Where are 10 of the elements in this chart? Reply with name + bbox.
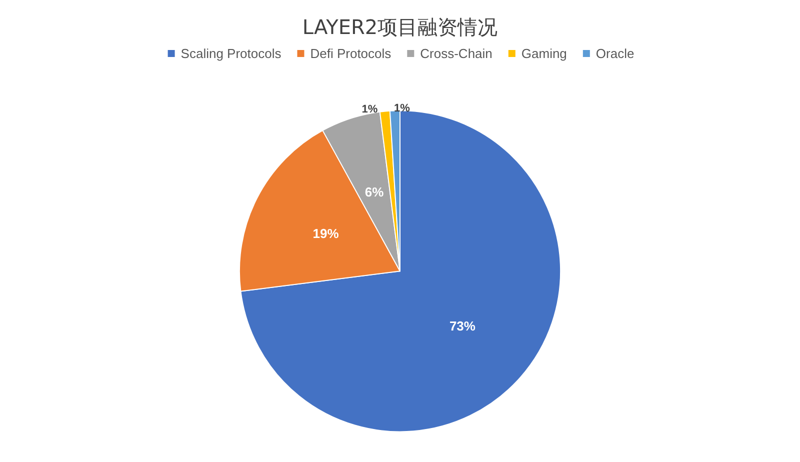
chart-title: LAYER2项目融资情况 — [302, 15, 498, 39]
legend-label: Defi Protocols — [310, 46, 392, 61]
legend-label: Gaming — [521, 46, 567, 61]
legend-label: Oracle — [596, 46, 634, 61]
data-label: 6% — [364, 184, 384, 200]
legend-label: Cross-Chain — [420, 46, 492, 61]
data-label: 73% — [449, 318, 476, 334]
data-label: 1% — [362, 103, 378, 116]
data-label: 19% — [312, 226, 340, 241]
legend-label: Scaling Protocols — [180, 46, 282, 61]
